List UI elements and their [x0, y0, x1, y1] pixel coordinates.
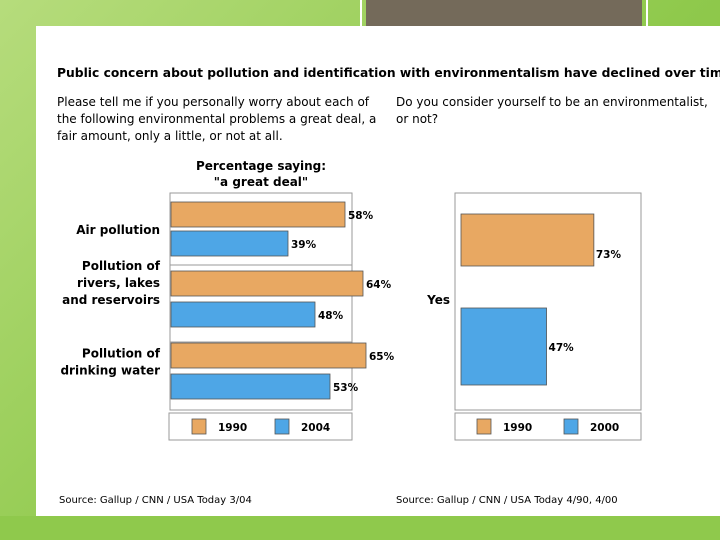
- left-legend-label: 1990: [218, 422, 247, 434]
- bottom-band: [0, 516, 720, 540]
- left-bar-1990-2: [170, 270, 364, 297]
- right-category-label: Yes: [426, 293, 450, 307]
- right-question-line-1: Do you consider yourself to be an enviro…: [396, 95, 708, 109]
- figure-canvas: Public concern about pollution and ident…: [57, 66, 720, 506]
- right-legend-label: 2000: [590, 422, 619, 434]
- right-bar-value-label: 73%: [596, 249, 622, 261]
- left-legend-box: [168, 412, 353, 441]
- right-question-line-2: or not?: [396, 112, 438, 126]
- left-bar-value-label: 58%: [348, 210, 374, 222]
- left-legend-label: 2004: [301, 422, 330, 434]
- left-legend-swatch-2004: [274, 418, 290, 435]
- slide-page: Public concern about pollution and ident…: [36, 26, 720, 516]
- right-bar-value-label: 47%: [549, 342, 575, 354]
- left-category-label: and reservoirs: [62, 293, 160, 307]
- left-bar-2004-2: [170, 301, 316, 328]
- left-bar-value-label: 39%: [291, 239, 317, 251]
- left-question-line-3: fair amount, only a little, or not at al…: [57, 129, 283, 143]
- right-bar-1990: [460, 213, 595, 267]
- left-category-label: Pollution of: [82, 347, 161, 361]
- right-legend-box: [454, 412, 642, 441]
- left-category-label: drinking water: [60, 364, 160, 378]
- right-legend-swatch-1990: [476, 418, 492, 435]
- left-question-line-2: the following environmental problems a g…: [57, 112, 376, 126]
- left-source: Source: Gallup / CNN / USA Today 3/04: [59, 495, 252, 506]
- left-bar-value-label: 53%: [333, 382, 359, 394]
- accent-line-left: [360, 0, 362, 46]
- slide-title: Public concern about pollution and ident…: [57, 66, 720, 80]
- right-bar-2000: [460, 307, 547, 386]
- left-bar-value-label: 48%: [318, 310, 344, 322]
- left-bar-value-label: 64%: [366, 279, 392, 291]
- left-bar-value-label: 65%: [369, 351, 395, 363]
- chart-subtitle-line-2: "a great deal": [214, 175, 308, 189]
- right-legend-label: 1990: [503, 422, 532, 434]
- left-bar-2004-3: [170, 373, 331, 400]
- left-category-label: rivers, lakes: [77, 276, 160, 290]
- right-source: Source: Gallup / CNN / USA Today 4/90, 4…: [396, 495, 618, 506]
- left-legend-swatch-1990: [191, 418, 207, 435]
- left-bar-1990-3: [170, 342, 367, 369]
- left-bar-1990-1: [170, 201, 346, 228]
- left-category-label: Pollution of: [82, 259, 161, 273]
- left-chart: Air pollution 58% 39% Pollution of rivers, l…: [60, 192, 395, 441]
- left-category-label: Air pollution: [76, 223, 160, 237]
- chart-subtitle-line-1: Percentage saying:: [196, 159, 326, 173]
- left-question-line-1: Please tell me if you personally worry a…: [57, 95, 370, 109]
- right-legend-swatch-2000: [563, 418, 579, 435]
- accent-line-right: [646, 0, 648, 46]
- right-chart: Yes 73% 47% 1990 2000: [426, 192, 642, 441]
- left-bar-2004-1: [170, 230, 289, 257]
